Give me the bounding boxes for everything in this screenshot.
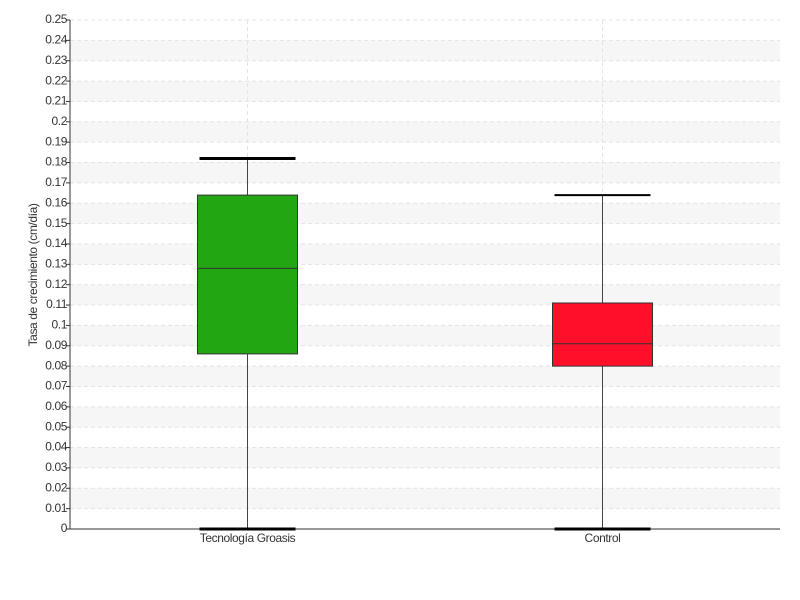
y-tick-label: 0.09 [45, 338, 67, 352]
grid-band [70, 447, 780, 468]
grid-band [70, 81, 780, 102]
grid-band [70, 366, 780, 387]
box [197, 194, 298, 355]
y-tick-label: 0.13 [45, 256, 67, 270]
grid-band [70, 40, 780, 61]
y-tick-label: 0.04 [45, 440, 67, 454]
y-tick-label: 0.22 [45, 73, 67, 87]
y-tick-label: 0.05 [45, 419, 67, 433]
y-tick-label: 0.1 [52, 318, 68, 332]
y-tick-label: 0.11 [46, 297, 68, 311]
y-tick-label: 0.24 [45, 33, 67, 47]
y-axis-label: Tasa de crecimiento (cm/día) [26, 203, 40, 346]
y-tick-label: 0 [61, 521, 68, 535]
y-tick-label: 0.03 [45, 460, 67, 474]
y-tick-label: 0.07 [45, 379, 67, 393]
box [552, 302, 653, 367]
y-tick-label: 0.21 [45, 94, 67, 108]
y-tick-label: 0.19 [45, 134, 67, 148]
grid-band [70, 284, 780, 306]
grid-band [70, 406, 780, 428]
y-tick-label: 0.01 [45, 501, 67, 515]
grid-band [70, 121, 780, 143]
y-tick-label: 0.15 [45, 216, 67, 230]
grid-band [70, 162, 780, 183]
x-tick-label: Control [585, 531, 621, 545]
y-tick-label: 0.18 [45, 155, 67, 169]
y-tick-label: 0.16 [45, 195, 67, 209]
x-tick-label: Tecnología Groasis [200, 531, 296, 545]
y-tick-label: 0.23 [45, 53, 67, 67]
y-tick-label: 0.08 [45, 358, 67, 372]
y-tick-label: 0.2 [52, 114, 68, 128]
grid-band [70, 203, 780, 224]
grid-band [70, 488, 780, 509]
y-tick-label: 0.12 [45, 277, 67, 291]
y-tick-label: 0.06 [45, 399, 67, 413]
y-tick-label: 0.25 [45, 12, 67, 26]
y-tick-label: 0.02 [45, 480, 67, 494]
grid-band [70, 243, 780, 265]
grid-band [70, 325, 780, 346]
y-tick-label: 0.14 [45, 236, 67, 250]
y-tick-label: 0.17 [45, 175, 67, 189]
